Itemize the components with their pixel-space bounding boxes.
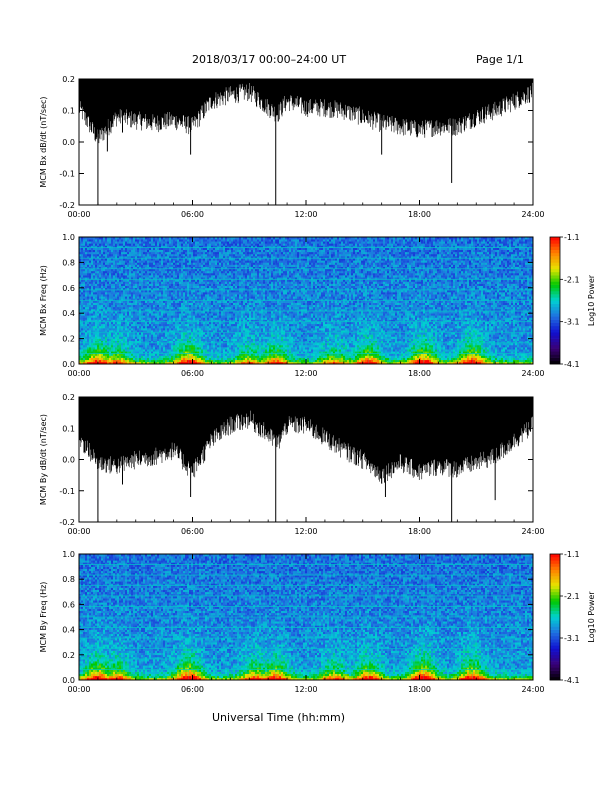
y-tick-label: 0.4 (62, 309, 75, 318)
y-tick-label: 0.1 (62, 107, 75, 116)
x-tick-label: 00:00 (67, 369, 90, 378)
y-tick-label: 0.0 (62, 138, 75, 147)
y-tick-label: -0.1 (59, 487, 75, 496)
y-tick-label: 1.0 (62, 233, 75, 242)
colorbar-tick-label: -2.1 (564, 592, 580, 601)
x-tick-label: 24:00 (521, 210, 544, 219)
y-tick-label: 0.6 (62, 284, 75, 293)
y-tick-label: 0.2 (62, 651, 75, 660)
x-tick-label: 24:00 (521, 369, 544, 378)
colorbar-tick-label: -3.1 (564, 634, 580, 643)
colorbar-tick-label: -1.1 (564, 233, 580, 242)
x-tick-label: 00:00 (67, 210, 90, 219)
colorbar-tick-label: -4.1 (564, 360, 580, 369)
y-tick-label: 0.0 (62, 456, 75, 465)
y-tick-label: -0.1 (59, 170, 75, 179)
y-tick-label: 0.0 (62, 360, 75, 369)
y-tick-label: 0.2 (62, 75, 75, 84)
y-tick-label: 0.8 (62, 575, 75, 584)
waveform-by-waveform (79, 397, 533, 522)
y-axis-label: MCM Bx Freq (Hz) (39, 265, 48, 336)
y-axis-label: MCM Bx dB/dt (nT/sec) (39, 96, 48, 187)
colorbar-tick-label: -1.1 (564, 550, 580, 559)
colorbar-tick-label: -4.1 (564, 676, 580, 685)
x-tick-label: 06:00 (181, 527, 204, 536)
colorbar-bx-spectrogram (550, 237, 563, 364)
y-tick-label: 0.0 (62, 676, 75, 685)
y-tick-label: 0.8 (62, 258, 75, 267)
x-tick-label: 06:00 (181, 210, 204, 219)
y-tick-label: 0.4 (62, 626, 75, 635)
y-axis-label: MCM By dB/dt (nT/sec) (39, 414, 48, 505)
x-tick-label: 18:00 (408, 210, 431, 219)
x-tick-label: 12:00 (294, 527, 317, 536)
colorbar-label: Log10 Power (587, 591, 596, 643)
x-tick-label: 06:00 (181, 369, 204, 378)
x-tick-label: 00:00 (67, 527, 90, 536)
x-tick-label: 06:00 (181, 685, 204, 694)
y-tick-label: 0.6 (62, 600, 75, 609)
waveform-trace (79, 79, 533, 143)
x-tick-label: 12:00 (294, 685, 317, 694)
x-axis-title: Universal Time (hh:mm) (212, 711, 345, 724)
colorbar-label: Log10 Power (587, 274, 596, 326)
y-tick-label: -0.2 (59, 201, 75, 210)
colorbar-by-spectrogram (550, 554, 563, 680)
x-tick-label: 00:00 (67, 685, 90, 694)
x-tick-label: 18:00 (408, 527, 431, 536)
x-tick-label: 24:00 (521, 527, 544, 536)
x-tick-label: 12:00 (294, 369, 317, 378)
y-tick-label: -0.2 (59, 518, 75, 527)
waveform-trace (79, 397, 533, 484)
y-tick-label: 0.2 (62, 335, 75, 344)
colorbar-tick-label: -3.1 (564, 318, 580, 327)
x-tick-label: 18:00 (408, 369, 431, 378)
y-tick-label: 0.1 (62, 424, 75, 433)
spectrogram-by-spectrogram (79, 554, 533, 680)
spectrogram-bx-spectrogram (79, 237, 533, 364)
x-tick-label: 18:00 (408, 685, 431, 694)
y-axis-label: MCM By Freq (Hz) (39, 582, 48, 653)
x-tick-label: 24:00 (521, 685, 544, 694)
waveform-bx-waveform (79, 79, 533, 205)
y-tick-label: 0.2 (62, 393, 75, 402)
y-tick-label: 1.0 (62, 550, 75, 559)
x-tick-label: 12:00 (294, 210, 317, 219)
colorbar-tick-label: -2.1 (564, 275, 580, 284)
